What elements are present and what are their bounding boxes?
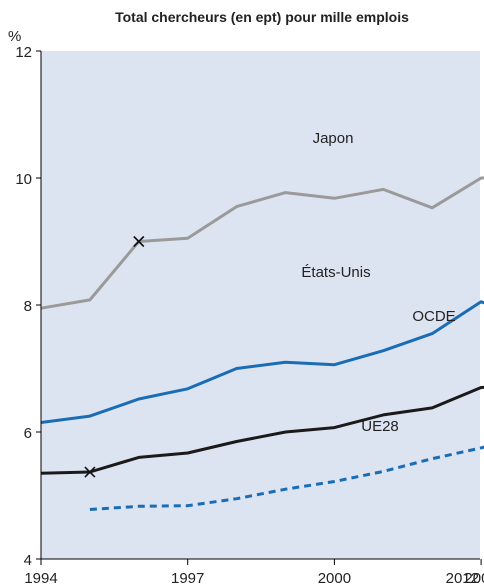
y-tick-label: 12 xyxy=(15,44,32,61)
series-label-ue28: UE28 xyxy=(361,418,399,435)
series-label-etats-unis: États-Unis xyxy=(301,264,370,281)
series-line-etats-unis xyxy=(40,300,484,424)
y-axis-unit: % xyxy=(8,28,21,45)
chart-title: Total chercheurs (en ept) pour mille emp… xyxy=(115,9,409,25)
y-tick-label: 10 xyxy=(15,171,32,188)
x-tick-label: 1997 xyxy=(171,570,204,587)
x-tick-label: 1994 xyxy=(24,570,57,587)
series-line-ocde xyxy=(40,385,484,475)
y-tick-label: 4 xyxy=(24,552,32,569)
x-tick-label: 2012 xyxy=(446,570,479,587)
x-tick-label: 2003 xyxy=(464,570,484,587)
series-line-japon xyxy=(40,176,484,310)
y-tick-label: 8 xyxy=(24,298,32,315)
series-label-ocde: OCDE xyxy=(412,308,455,325)
y-tick-label: 6 xyxy=(24,425,32,442)
plot-area xyxy=(41,51,480,559)
x-tick-label: 2000 xyxy=(318,570,351,587)
series-label-japon: Japon xyxy=(313,130,354,147)
break-marker-ocde-1995 xyxy=(84,466,96,478)
break-marker-japon-1996 xyxy=(133,235,145,248)
